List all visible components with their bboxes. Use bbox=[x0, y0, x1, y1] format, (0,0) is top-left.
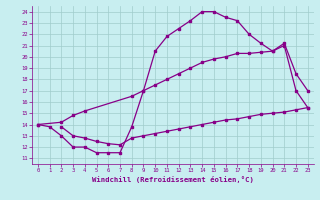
X-axis label: Windchill (Refroidissement éolien,°C): Windchill (Refroidissement éolien,°C) bbox=[92, 176, 254, 183]
